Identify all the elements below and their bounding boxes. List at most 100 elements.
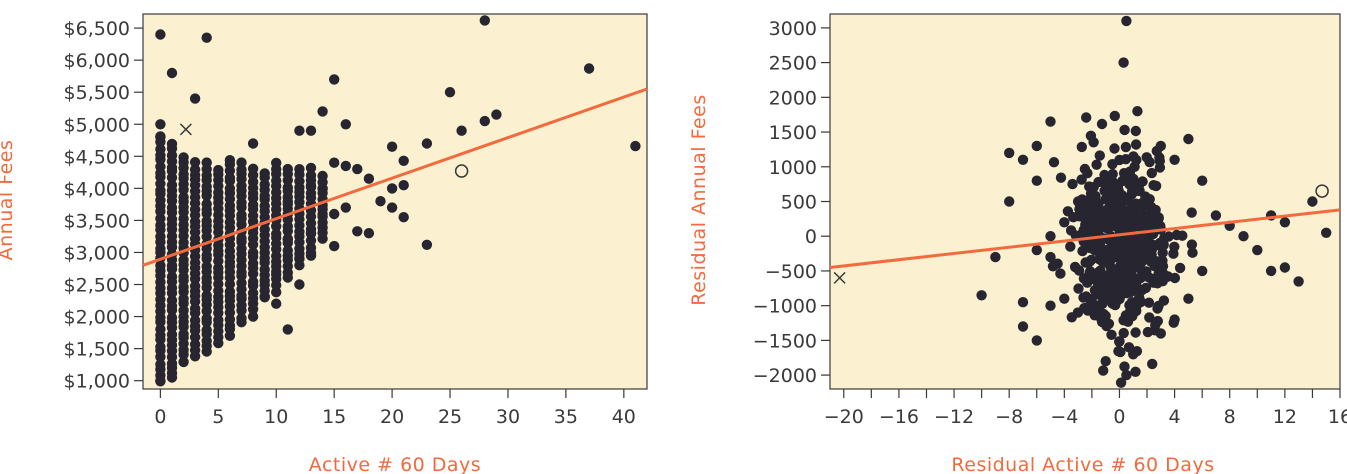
data-point <box>1130 304 1142 315</box>
right-x-tick-label: −12 <box>934 406 974 428</box>
data-point <box>1004 196 1015 207</box>
data-point <box>155 144 166 155</box>
data-point <box>1146 167 1158 179</box>
data-point <box>155 131 166 143</box>
data-point <box>155 119 166 130</box>
data-point <box>317 106 328 117</box>
data-point <box>1110 282 1122 294</box>
right-y-tick-label: 2500 <box>769 53 817 75</box>
data-point <box>1141 152 1152 163</box>
data-point <box>1121 15 1132 27</box>
data-point <box>1052 258 1063 269</box>
data-point <box>1091 159 1102 170</box>
data-point <box>1076 141 1088 153</box>
data-point <box>259 292 270 303</box>
right-x-tick-label: −20 <box>824 406 864 428</box>
data-point <box>329 157 340 168</box>
data-point <box>201 215 212 227</box>
data-point <box>247 276 259 287</box>
data-point <box>271 298 282 309</box>
left-x-axis-title: Active # 60 Days <box>309 454 481 474</box>
data-point <box>305 228 317 239</box>
data-point <box>1093 279 1104 290</box>
data-point <box>155 161 166 172</box>
data-point <box>294 125 305 136</box>
data-point <box>1107 168 1118 180</box>
data-point <box>1072 196 1084 207</box>
data-point <box>1088 181 1099 193</box>
left-data-points <box>155 15 641 387</box>
data-point <box>491 109 502 120</box>
data-point <box>178 254 189 266</box>
data-point <box>1072 307 1084 318</box>
left-y-tick-label: $6,000 <box>64 50 130 72</box>
data-point <box>1130 327 1141 338</box>
data-point <box>1017 321 1029 332</box>
data-point <box>1131 154 1142 166</box>
right-regression-line <box>829 208 1341 269</box>
data-point <box>329 74 340 85</box>
x-marker <box>833 271 846 284</box>
data-point <box>1154 155 1166 167</box>
data-point <box>1132 106 1143 117</box>
data-point <box>398 180 409 191</box>
data-point <box>1279 217 1291 228</box>
data-point <box>1118 255 1130 267</box>
data-point <box>1073 283 1084 294</box>
data-point <box>155 324 166 335</box>
data-point <box>305 250 317 261</box>
data-point <box>1125 276 1136 287</box>
left-y-tick-label: $6,500 <box>64 18 130 40</box>
right-x-tick-label: −8 <box>995 406 1023 428</box>
left-x-tick-label: 40 <box>612 406 636 428</box>
left-y-tick-label: $2,000 <box>64 307 130 329</box>
data-point <box>1134 292 1145 303</box>
left-x-tick-label: 10 <box>264 406 288 428</box>
data-point <box>155 29 166 40</box>
data-point <box>1055 172 1067 183</box>
data-point <box>317 170 328 182</box>
data-point <box>1158 295 1170 306</box>
data-point <box>305 170 317 181</box>
data-point <box>189 157 201 168</box>
data-point <box>166 271 178 282</box>
right-y-tick-label: −2000 <box>753 365 817 387</box>
data-point <box>236 157 247 168</box>
data-point <box>1031 244 1043 256</box>
data-point <box>1083 219 1094 230</box>
data-point <box>1112 242 1123 253</box>
data-point <box>1017 154 1029 165</box>
data-point <box>1109 110 1121 122</box>
data-point <box>282 234 293 245</box>
data-point <box>1155 328 1167 339</box>
data-point <box>386 202 398 213</box>
data-point <box>583 63 595 74</box>
data-point <box>1106 196 1117 207</box>
left-y-tick-label: $1,500 <box>64 339 130 361</box>
data-point <box>1098 257 1109 268</box>
data-point <box>456 125 467 136</box>
data-point <box>340 160 351 172</box>
data-point <box>166 295 178 306</box>
data-point <box>352 226 363 237</box>
data-point <box>1134 220 1146 231</box>
data-point <box>1094 150 1106 161</box>
data-point <box>329 208 340 220</box>
data-point <box>1118 57 1129 68</box>
data-point <box>1293 276 1304 287</box>
data-point <box>1004 147 1015 159</box>
data-point <box>224 155 236 166</box>
data-point <box>1197 265 1208 277</box>
left-regression-line <box>142 87 648 267</box>
data-point <box>1101 320 1112 332</box>
data-point <box>1100 356 1111 367</box>
data-point <box>1045 116 1056 127</box>
data-point <box>1125 177 1137 188</box>
left-x-tick-label: 20 <box>380 406 404 428</box>
data-point <box>1119 361 1130 372</box>
data-point <box>479 15 490 26</box>
data-point <box>352 163 363 175</box>
data-point <box>1183 133 1194 145</box>
data-point <box>189 93 201 104</box>
